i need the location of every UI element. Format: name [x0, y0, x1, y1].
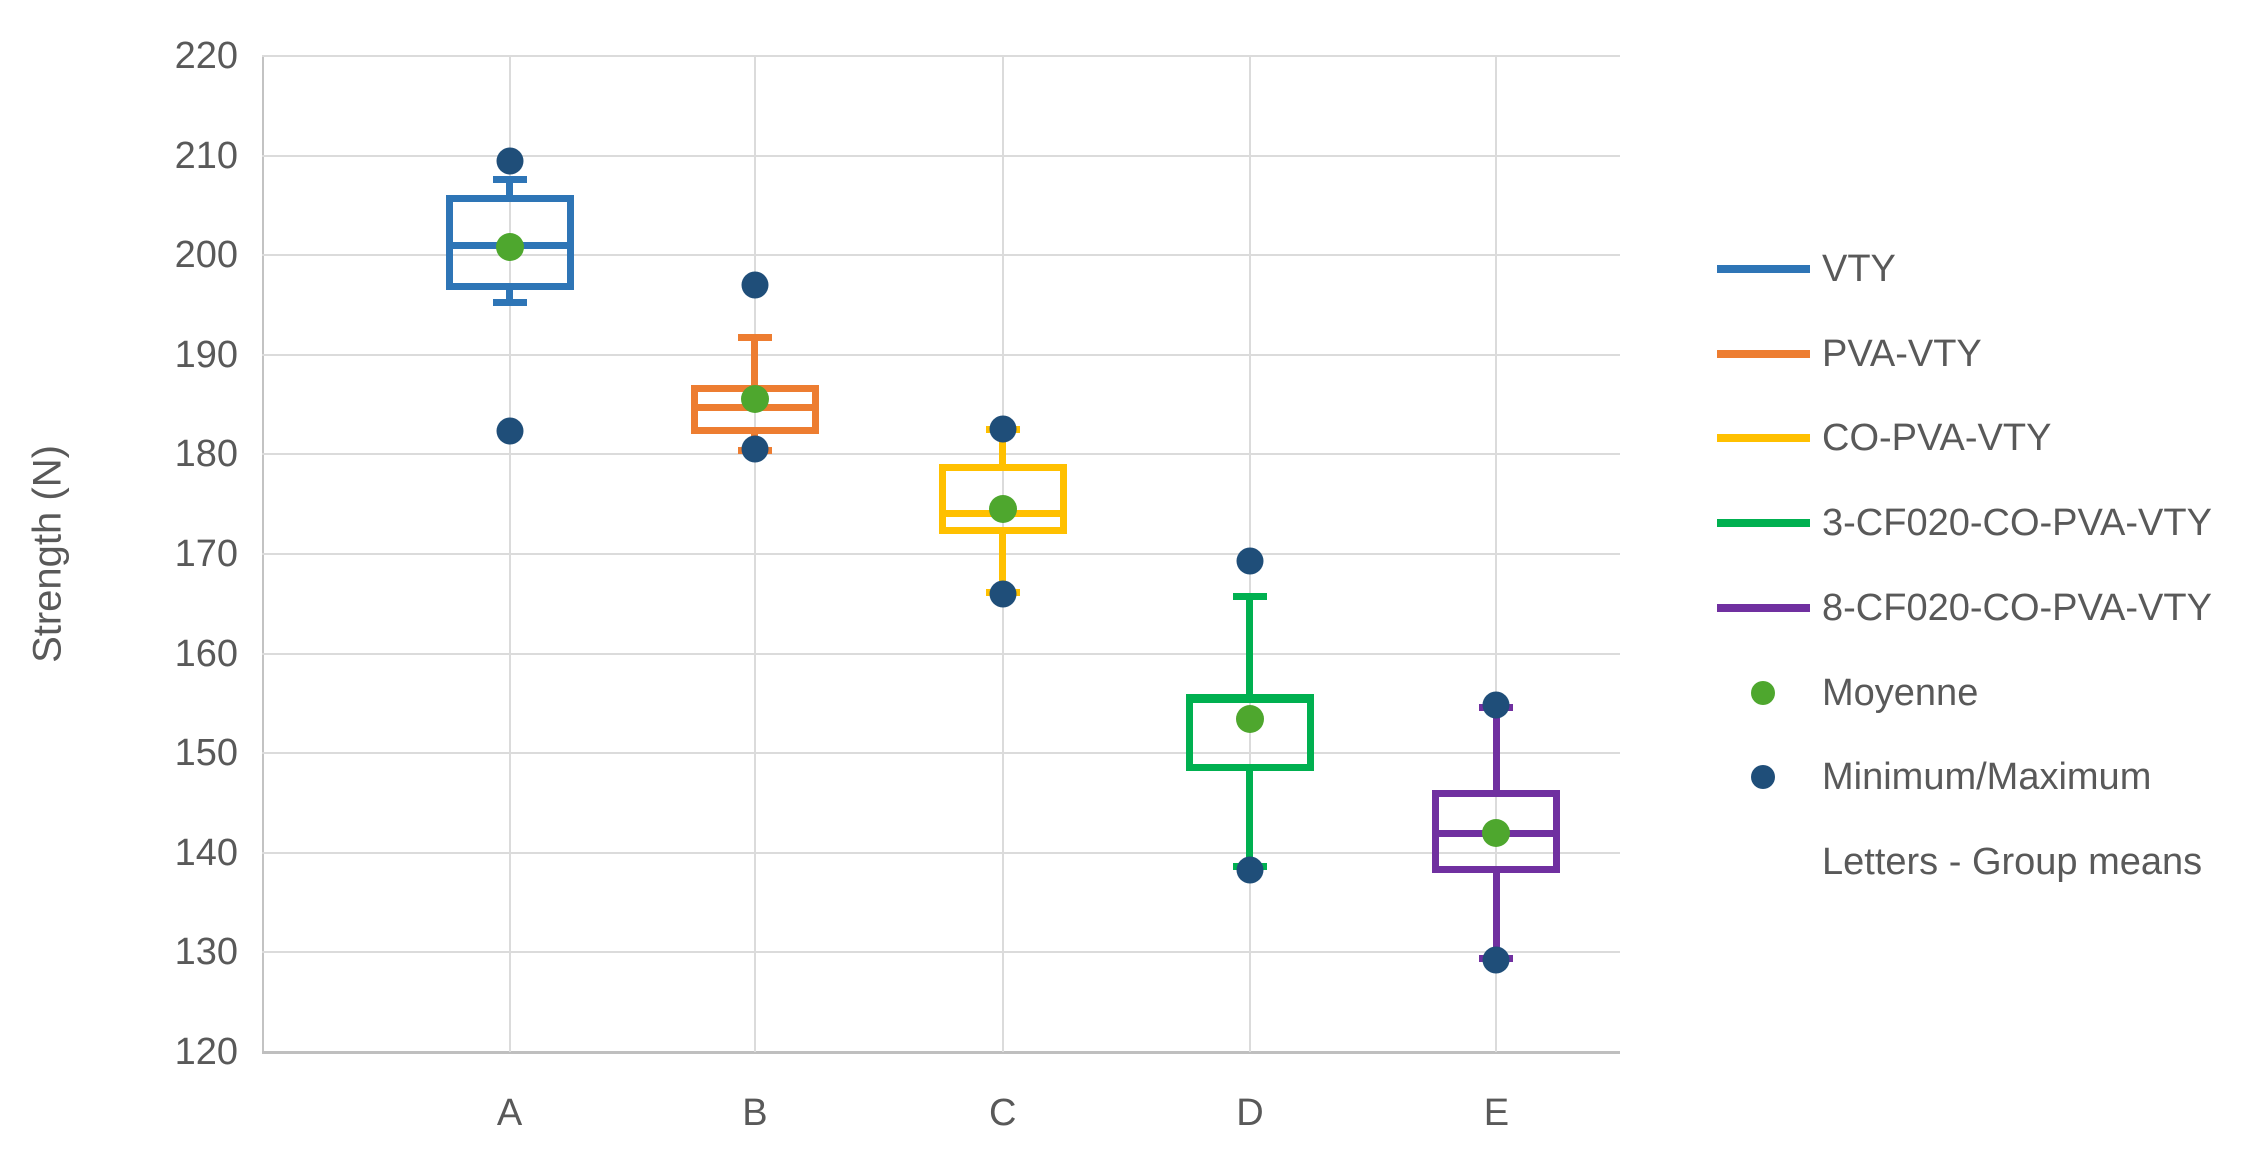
whisker-cap-upper	[492, 176, 527, 183]
whisker-lower	[1492, 872, 1500, 959]
mean-dot	[1235, 705, 1264, 734]
plot-area	[262, 55, 1620, 1054]
x-axis-line	[262, 1051, 1620, 1054]
gridline-horizontal	[262, 752, 1620, 755]
whisker-upper	[506, 179, 514, 196]
max-dot	[1236, 547, 1264, 575]
gridline-horizontal	[262, 851, 1620, 854]
gridline-horizontal	[262, 254, 1620, 257]
gridline-horizontal	[262, 951, 1620, 954]
legend-label: Letters - Group means	[1822, 840, 2203, 883]
legend-label: Moyenne	[1822, 671, 1979, 714]
max-dot	[496, 147, 524, 175]
y-tick-label: 120	[174, 1031, 238, 1073]
y-tick-label: 200	[174, 234, 238, 277]
legend-label: VTY	[1822, 248, 1896, 290]
gridline-horizontal	[262, 453, 1620, 456]
whisker-upper	[1492, 707, 1500, 791]
mean-dot	[740, 384, 769, 413]
y-tick-label: 210	[174, 134, 238, 177]
max-dot	[741, 271, 769, 299]
x-tick-label: A	[496, 1092, 523, 1134]
gridline-vertical	[1495, 56, 1498, 1052]
x-tick-label: D	[1236, 1092, 1264, 1134]
gridline-vertical	[508, 56, 511, 1052]
max-dot	[989, 415, 1017, 442]
whisker-upper	[751, 337, 759, 385]
whisker-lower	[1246, 771, 1254, 867]
whisker-lower	[999, 534, 1007, 593]
legend-dot-swatch	[1751, 680, 1775, 705]
legend-label: CO-PVA-VTY	[1822, 417, 2052, 460]
min-dot	[1482, 946, 1510, 974]
legend-line-swatch	[1717, 434, 1810, 443]
y-tick-label: 160	[174, 632, 238, 675]
gridline-vertical	[753, 56, 756, 1052]
max-dot	[1482, 691, 1510, 719]
gridline-horizontal	[262, 353, 1620, 356]
x-tick-label: E	[1483, 1092, 1510, 1134]
legend-label: PVA-VTY	[1822, 332, 1982, 375]
whisker-cap-lower	[492, 298, 527, 306]
min-dot	[989, 580, 1017, 608]
gridline-horizontal	[262, 154, 1620, 157]
legend-label: Minimum/Maximum	[1822, 756, 2152, 799]
whisker-cap-upper	[737, 334, 772, 342]
y-tick-label: 170	[174, 533, 238, 575]
legend-label: 3-CF020-CO-PVA-VTY	[1822, 502, 2212, 545]
whisker-upper	[1246, 596, 1254, 695]
y-tick-label: 190	[174, 333, 238, 376]
median-line	[1185, 695, 1314, 703]
whisker-cap-upper	[1232, 593, 1267, 601]
legend-line-swatch	[1717, 603, 1810, 612]
mean-dot	[495, 233, 524, 262]
legend-dot-swatch	[1751, 765, 1775, 790]
x-tick-label: B	[742, 1092, 768, 1134]
legend-label: 8-CF020-CO-PVA-VTY	[1822, 586, 2212, 629]
y-tick-label: 130	[174, 931, 238, 974]
min-dot	[1236, 856, 1264, 884]
whisker-upper	[999, 429, 1007, 465]
legend-line-swatch	[1717, 349, 1810, 358]
y-tick-label: 140	[174, 831, 238, 874]
legend-line-swatch	[1717, 519, 1810, 528]
box	[938, 464, 1067, 535]
whisker-lower	[506, 290, 514, 302]
min-dot	[496, 417, 524, 445]
mean-dot	[1482, 818, 1511, 847]
y-tick-label: 150	[174, 732, 238, 775]
x-tick-label: C	[989, 1092, 1017, 1134]
gridline-horizontal	[262, 553, 1620, 555]
y-tick-label: 220	[174, 35, 238, 77]
legend-line-swatch	[1717, 265, 1810, 273]
gridline-horizontal	[262, 55, 1620, 57]
y-tick-label: 180	[174, 433, 238, 476]
gridline-horizontal	[262, 652, 1620, 655]
min-dot	[741, 435, 769, 463]
mean-dot	[988, 495, 1017, 524]
